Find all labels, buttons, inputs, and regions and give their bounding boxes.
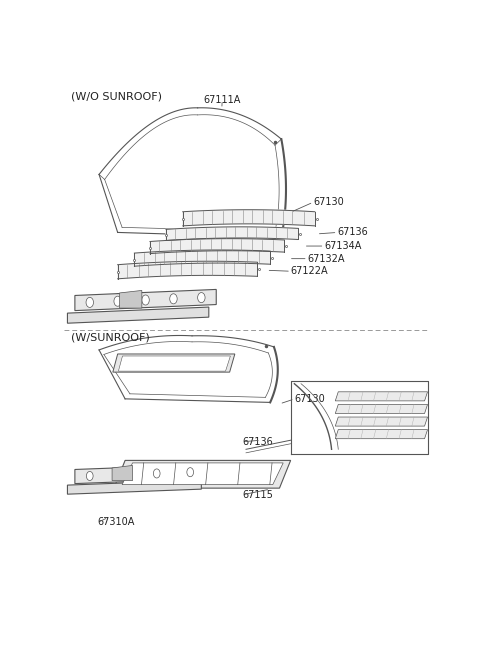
Polygon shape — [134, 250, 270, 266]
Polygon shape — [335, 404, 428, 413]
Text: 67122A: 67122A — [290, 267, 328, 276]
Text: 67310A: 67310A — [97, 517, 134, 527]
Text: 67132A: 67132A — [307, 253, 345, 264]
Circle shape — [86, 472, 93, 481]
Circle shape — [120, 470, 127, 479]
Polygon shape — [166, 227, 298, 240]
Polygon shape — [119, 356, 230, 371]
Polygon shape — [122, 463, 283, 485]
Circle shape — [198, 293, 205, 303]
Circle shape — [187, 468, 193, 477]
Polygon shape — [118, 261, 257, 279]
Text: 67110: 67110 — [361, 418, 392, 428]
Text: 67310A: 67310A — [114, 293, 151, 303]
Polygon shape — [150, 238, 284, 253]
Polygon shape — [183, 210, 315, 226]
Text: 67111A: 67111A — [203, 95, 240, 105]
Polygon shape — [75, 290, 216, 310]
Polygon shape — [335, 417, 428, 426]
Polygon shape — [113, 354, 235, 372]
Text: (W/SUNROOF): (W/SUNROOF) — [71, 332, 150, 343]
Polygon shape — [75, 464, 209, 483]
Polygon shape — [120, 290, 142, 308]
Circle shape — [114, 296, 121, 307]
Polygon shape — [335, 392, 428, 401]
Circle shape — [86, 297, 94, 307]
Text: (W/O SUNROOF): (W/O SUNROOF) — [71, 91, 162, 102]
Text: 67130: 67130 — [313, 197, 344, 207]
Circle shape — [142, 295, 149, 305]
Text: 67115: 67115 — [242, 490, 273, 500]
Text: 67134A: 67134A — [324, 241, 361, 251]
Polygon shape — [112, 466, 132, 481]
Text: 67136: 67136 — [337, 227, 368, 237]
Polygon shape — [67, 307, 209, 323]
Circle shape — [170, 294, 177, 304]
Text: 67130: 67130 — [294, 394, 325, 404]
Polygon shape — [114, 460, 290, 488]
Text: 67136: 67136 — [242, 437, 273, 447]
Circle shape — [154, 469, 160, 478]
Polygon shape — [67, 480, 202, 494]
Polygon shape — [335, 430, 428, 439]
